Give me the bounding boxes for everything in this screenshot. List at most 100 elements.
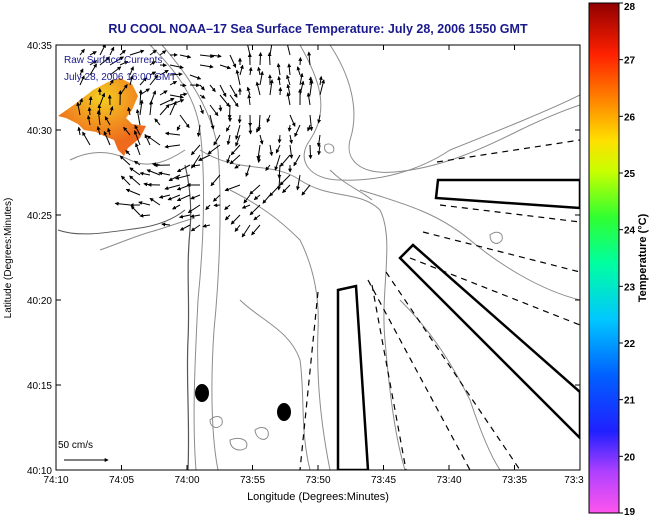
current-vector	[266, 114, 271, 123]
current-vector	[199, 64, 214, 69]
chart-title: RU COOL NOAA–17 Sea Surface Temperature:…	[108, 22, 528, 36]
current-vector	[179, 224, 191, 231]
current-vector	[135, 142, 141, 156]
current-vector	[158, 171, 171, 176]
current-vector	[129, 167, 141, 176]
current-vector	[179, 54, 192, 59]
current-vector	[134, 124, 141, 136]
current-vector	[189, 74, 202, 80]
current-vector	[207, 144, 221, 155]
current-vector	[159, 50, 167, 56]
current-vector	[167, 194, 181, 201]
mooring-marker	[277, 403, 291, 421]
current-vector	[241, 204, 251, 209]
current-vector	[129, 75, 134, 86]
x-axis-ticks: 74:10 74:05 74:00 73:55 73:50 73:45 73:40 73:35…	[43, 45, 584, 486]
current-vector	[298, 56, 303, 66]
current-vector	[79, 48, 85, 56]
current-vector	[82, 131, 91, 146]
current-vector	[76, 101, 81, 116]
colorbar-ticks: 28 27 26 25 24 23 22 21 20 19	[619, 2, 636, 518]
current-vector	[235, 124, 241, 140]
current-vector	[139, 213, 151, 218]
current-vector	[234, 164, 241, 169]
current-vector	[139, 99, 144, 116]
current-vector	[289, 134, 293, 145]
current-vector	[277, 164, 282, 179]
current-vector	[282, 184, 291, 194]
current-vector	[259, 70, 264, 86]
current-vector	[276, 174, 281, 191]
current-vector	[154, 118, 161, 126]
current-vector	[174, 174, 191, 180]
current-vector	[287, 63, 292, 76]
current-vector	[149, 61, 156, 66]
y-axis-label: Latitude (Degrees:Minutes)	[3, 198, 14, 319]
current-vector	[258, 51, 263, 66]
current-vector	[226, 134, 231, 146]
current-vector	[205, 204, 211, 211]
current-vector	[209, 114, 215, 130]
current-vector	[109, 79, 114, 86]
current-vector	[230, 144, 241, 156]
bathymetry-contours	[69, 45, 580, 470]
colorbar-tick-label: 22	[624, 339, 636, 350]
current-vector	[127, 106, 132, 116]
current-vector	[133, 160, 141, 166]
x-tick-label: 73:40	[436, 475, 461, 486]
current-vector	[253, 194, 261, 201]
current-vector	[209, 53, 222, 58]
current-vector	[212, 194, 221, 202]
current-vector	[224, 204, 231, 211]
current-vector	[169, 80, 178, 86]
coastline	[184, 164, 192, 470]
current-vector	[149, 197, 161, 206]
current-vector	[109, 106, 114, 116]
current-vector	[89, 60, 98, 66]
current-vector	[190, 224, 201, 232]
current-vector	[164, 184, 181, 191]
x-tick-label: 74:05	[109, 475, 134, 486]
current-vector	[199, 84, 205, 91]
current-vector	[245, 164, 251, 177]
current-vector	[317, 114, 322, 124]
current-vector	[309, 114, 314, 132]
current-vector	[149, 100, 154, 116]
colorbar-tick-label: 23	[624, 282, 636, 293]
current-vector	[237, 114, 242, 124]
y-tick-label: 40:15	[27, 381, 52, 392]
current-vector	[262, 194, 271, 204]
coastline-bay	[57, 209, 186, 235]
legend-line-2: July 28, 2006 16:00 GMT	[64, 72, 176, 83]
colorbar-tick-label: 21	[624, 396, 636, 407]
y-tick-label: 40:20	[27, 296, 52, 307]
current-vector	[318, 75, 323, 86]
current-vector	[198, 154, 211, 161]
current-vector	[289, 144, 294, 159]
current-vector	[119, 155, 131, 166]
x-tick-label: 73:3	[564, 475, 584, 486]
current-vector	[139, 88, 150, 96]
current-vector	[103, 130, 111, 146]
current-vector	[294, 124, 301, 138]
current-vector	[139, 171, 151, 176]
current-vector	[129, 175, 141, 186]
current-vector	[146, 169, 161, 176]
current-vector	[269, 144, 274, 157]
current-vector	[319, 79, 326, 96]
current-vector	[259, 134, 264, 145]
current-vector	[119, 49, 126, 56]
current-vector	[286, 74, 291, 86]
sst-warm-patch	[58, 78, 146, 156]
current-vector	[79, 68, 84, 76]
current-vector	[196, 124, 201, 138]
scale-label: 50 cm/s	[58, 440, 93, 451]
current-vector	[109, 46, 115, 56]
current-vector	[209, 104, 219, 117]
y-tick-label: 40:35	[27, 41, 52, 52]
current-vector	[247, 94, 252, 106]
surface-current-vectors	[76, 45, 326, 238]
current-vector	[89, 63, 97, 76]
current-vector	[316, 134, 321, 148]
current-vector	[199, 104, 204, 115]
